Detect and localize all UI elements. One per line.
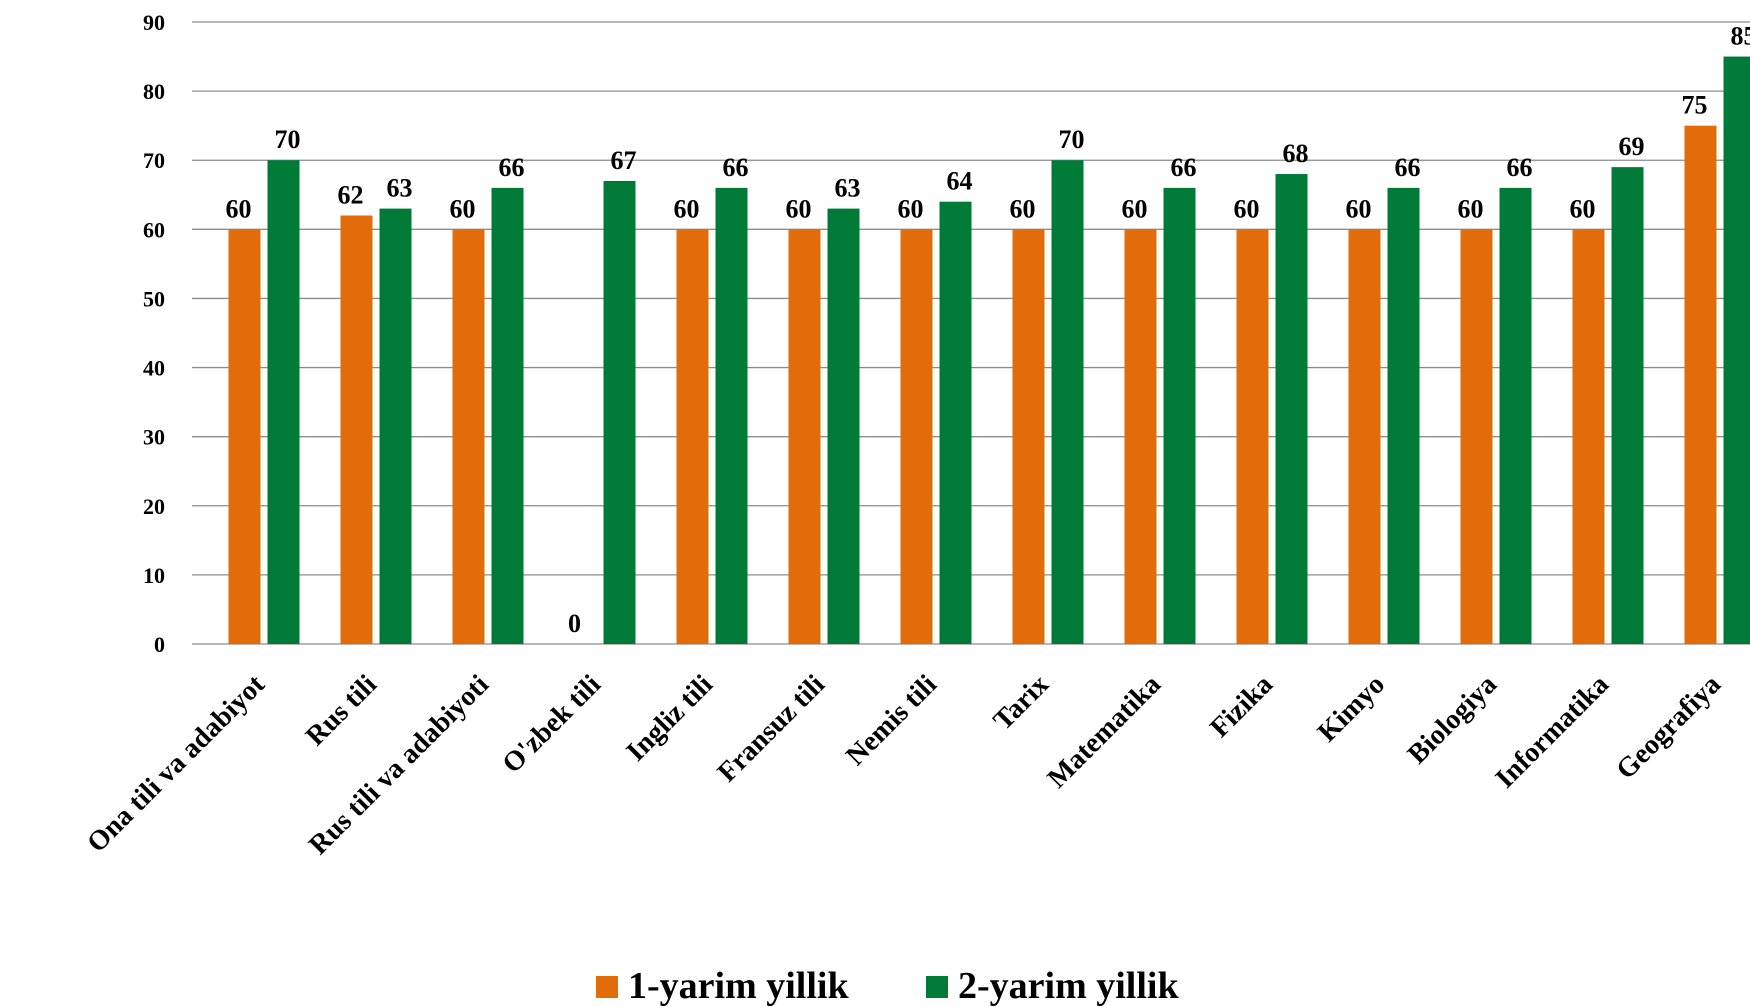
data-label-series-1-10: 60	[1346, 194, 1372, 223]
bar-series-1-12	[1573, 229, 1605, 644]
bar-series-1-11	[1461, 229, 1493, 644]
y-tick-label: 20	[143, 494, 165, 519]
data-label-series-2-8: 66	[1171, 153, 1197, 182]
x-category-label: Geografiya	[1610, 669, 1726, 785]
bar-series-2-12	[1612, 167, 1644, 644]
bar-series-2-4	[716, 188, 748, 644]
bar-series-2-10	[1388, 188, 1420, 644]
bar-series-1-1	[341, 216, 373, 644]
bar-series-2-1	[380, 209, 412, 644]
x-category-label: Tarix	[988, 669, 1055, 736]
x-category-label: Nemis tili	[840, 669, 943, 772]
data-label-series-1-8: 60	[1122, 194, 1148, 223]
data-label-series-1-2: 60	[450, 194, 476, 223]
bar-series-2-6	[940, 202, 972, 644]
y-tick-label: 30	[143, 425, 165, 450]
bar-series-1-0	[229, 229, 261, 644]
y-tick-label: 10	[143, 563, 165, 588]
y-tick-label: 40	[143, 356, 165, 381]
data-label-series-1-9: 60	[1234, 194, 1260, 223]
x-category-label: Informatika	[1490, 669, 1615, 794]
y-axis-tick-labels: 0 10 20 30 40 50 60 70 80 90	[143, 10, 165, 657]
x-category-label: Biologiya	[1402, 669, 1503, 770]
bar-series-1-2	[453, 229, 485, 644]
bar-series-1-10	[1349, 229, 1381, 644]
x-category-label: Fransuz tili	[712, 669, 831, 788]
data-label-series-1-13: 75	[1682, 91, 1708, 120]
data-label-series-1-3: 0	[568, 609, 581, 638]
data-label-series-2-10: 66	[1395, 153, 1421, 182]
bar-series-1-5	[789, 229, 821, 644]
bar-series-2-9	[1276, 174, 1308, 644]
data-label-series-1-5: 60	[786, 194, 812, 223]
data-label-series-1-0: 60	[226, 194, 252, 223]
data-label-series-2-2: 66	[499, 153, 525, 182]
legend-swatch-series-2	[926, 976, 948, 998]
data-label-series-2-9: 68	[1283, 139, 1309, 168]
data-label-series-1-6: 60	[898, 194, 924, 223]
x-category-label: Ona tili va adabiyot	[81, 669, 271, 859]
x-category-label: O'zbek tili	[496, 669, 607, 780]
data-label-series-2-12: 69	[1619, 132, 1645, 161]
bar-series-1-8	[1125, 229, 1157, 644]
x-category-label: Rus tili	[300, 669, 383, 752]
data-label-series-2-1: 63	[387, 174, 413, 203]
legend-label-series-2: 2-yarim yillik	[958, 965, 1179, 1007]
data-label-series-2-11: 66	[1507, 153, 1533, 182]
data-label-series-1-1: 62	[338, 181, 364, 210]
legend-swatch-series-1	[596, 976, 618, 998]
bar-series-1-9	[1237, 229, 1269, 644]
y-tick-label: 0	[154, 632, 165, 657]
y-tick-label: 90	[143, 10, 165, 35]
y-tick-label: 60	[143, 217, 165, 242]
y-tick-label: 70	[143, 148, 165, 173]
x-category-label: Ingliz tili	[621, 669, 720, 768]
data-label-series-1-7: 60	[1010, 194, 1036, 223]
data-label-series-2-6: 64	[947, 167, 973, 196]
legend-label-series-1: 1-yarim yillik	[628, 965, 849, 1007]
legend: 1-yarim yillik 2-yarim yillik	[596, 965, 1179, 1007]
data-label-series-1-4: 60	[674, 194, 700, 223]
bar-series-2-11	[1500, 188, 1532, 644]
data-label-series-2-5: 63	[835, 174, 861, 203]
bar-series-2-5	[828, 209, 860, 644]
bar-series-2-3	[604, 181, 636, 644]
data-label-series-1-11: 60	[1458, 194, 1484, 223]
bar-series-2-2	[492, 188, 524, 644]
bar-series-2-8	[1164, 188, 1196, 644]
data-label-series-2-3: 67	[611, 146, 637, 175]
data-label-series-1-12: 60	[1570, 194, 1596, 223]
bar-series-1-13	[1685, 126, 1717, 644]
bar-series-2-7	[1052, 160, 1084, 644]
data-label-series-2-13: 85	[1731, 22, 1750, 51]
bar-series-1-4	[677, 229, 709, 644]
bar-series-1-6	[901, 229, 933, 644]
x-category-label: Fizika	[1204, 669, 1279, 744]
bar-series-2-0	[268, 160, 300, 644]
data-label-series-2-4: 66	[723, 153, 749, 182]
bar-series-2-13	[1724, 57, 1750, 644]
x-category-label: Matematika	[1042, 669, 1167, 794]
y-tick-label: 80	[143, 79, 165, 104]
x-category-label: Kimyo	[1312, 669, 1391, 748]
data-label-series-2-0: 70	[275, 125, 301, 154]
y-tick-label: 50	[143, 286, 165, 311]
data-label-series-2-7: 70	[1059, 125, 1085, 154]
bar-series-1-7	[1013, 229, 1045, 644]
bars	[229, 57, 1750, 644]
